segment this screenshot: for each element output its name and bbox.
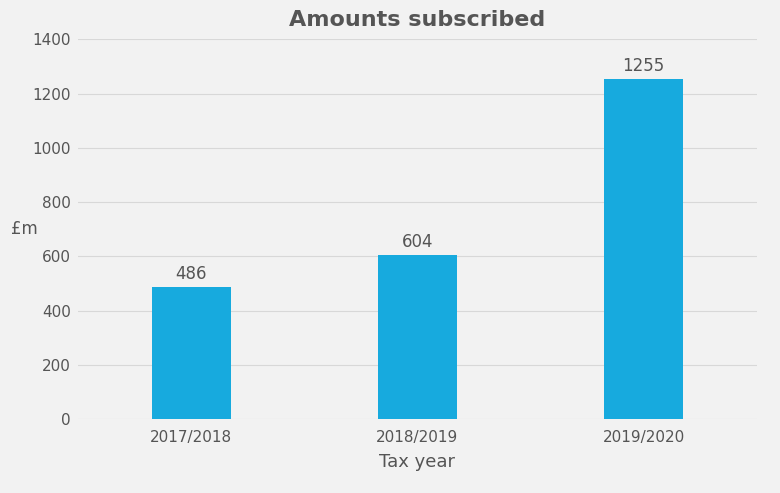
- Text: 604: 604: [402, 233, 433, 251]
- X-axis label: Tax year: Tax year: [379, 454, 456, 471]
- Bar: [151, 287, 231, 419]
- Text: 1255: 1255: [622, 57, 665, 74]
- Bar: [378, 255, 457, 419]
- Y-axis label: £m: £m: [11, 220, 37, 238]
- Bar: [604, 79, 683, 419]
- Title: Amounts subscribed: Amounts subscribed: [289, 9, 545, 30]
- Text: 486: 486: [176, 265, 207, 283]
